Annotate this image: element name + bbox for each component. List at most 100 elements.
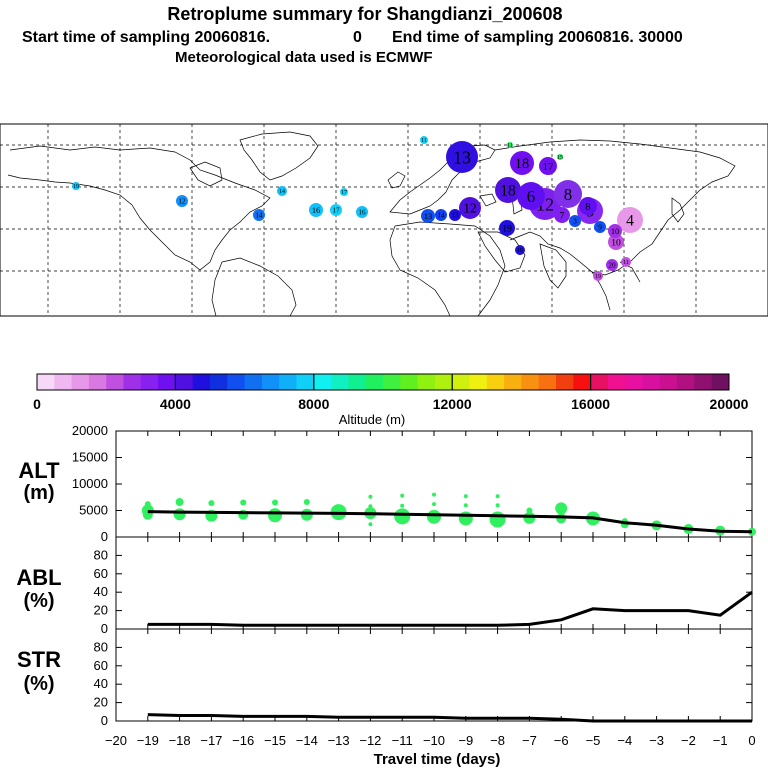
plume-marker — [517, 182, 545, 210]
x-tick-label: −7 — [522, 733, 537, 748]
plume-marker-label: 20 — [608, 262, 616, 270]
plume-marker — [499, 220, 515, 236]
plume-marker-label: 16 — [312, 206, 320, 215]
map-graticule — [0, 124, 768, 316]
colorbar-cell — [261, 374, 280, 390]
y-tick-label: 60 — [94, 566, 108, 581]
plume-marker-label: 10 — [611, 227, 619, 236]
plume-marker — [253, 209, 265, 221]
plume-marker — [510, 151, 534, 175]
plume-marker-label: 8 — [585, 201, 590, 213]
plume-marker — [309, 203, 323, 217]
altitude-particle — [368, 494, 373, 499]
plume-marker-label: 13 — [424, 212, 432, 221]
y-tick-label: 20 — [94, 695, 108, 710]
altitude-particle — [463, 503, 468, 508]
altitude-particle — [463, 494, 468, 499]
altitude-particle — [272, 499, 278, 506]
x-tick-label: −18 — [169, 733, 191, 748]
colorbar-cell — [556, 374, 574, 390]
plume-marker — [340, 188, 348, 196]
plume-marker — [421, 209, 435, 223]
altitude-particle — [240, 499, 247, 506]
colorbar-cell — [400, 374, 419, 390]
plume-marker — [617, 207, 643, 233]
plume-marker-label: 16 — [358, 209, 366, 217]
altitude-particle — [268, 508, 282, 523]
colorbar-cell — [227, 374, 246, 390]
altitude-particle — [394, 508, 411, 525]
altitude-particle — [489, 511, 506, 528]
colorbar-cell — [365, 374, 384, 390]
colorbar-cell — [521, 374, 540, 390]
altitude-particle — [303, 499, 310, 506]
plume-marker — [356, 206, 368, 218]
map-frame — [0, 123, 768, 317]
colorbar-frame — [36, 373, 730, 391]
plume-marker-label: 7 — [560, 210, 565, 221]
plume-marker-label: 19 — [502, 223, 512, 234]
colorbar-cell — [504, 374, 522, 390]
plume-marker — [176, 195, 188, 207]
y-tick-label: 40 — [94, 584, 108, 599]
panel-unit-alt: (m) — [23, 482, 54, 504]
altitude-particle — [400, 493, 405, 498]
colorbar-cell — [694, 374, 713, 390]
altitude-particle — [175, 498, 184, 507]
plume-marker-label: 11 — [507, 143, 513, 149]
x-axis: Travel time (days) −20 −19 −18 −17 −16 −15 −14… — [105, 733, 756, 768]
plume-markers: 11 13 18 17 11 15 16 17 14 13 16 17 19 12 18 14 13 14 12 19… — [72, 136, 643, 281]
x-tick-label: −8 — [490, 733, 505, 748]
plume-marker — [621, 257, 631, 267]
colorbar-cell — [175, 374, 194, 390]
x-tick-label: −2 — [681, 733, 696, 748]
panel-str: 0 20 40 60 80 STR(%) — [17, 628, 753, 728]
plume-marker — [435, 209, 447, 221]
altitude-particle — [495, 503, 500, 508]
plume-marker — [569, 215, 581, 227]
altitude-particle — [555, 502, 568, 515]
x-tick-label: −17 — [200, 733, 222, 748]
plume-marker-label: 18 — [515, 156, 529, 172]
altitude-particle — [526, 507, 533, 514]
plume-marker — [557, 154, 563, 160]
x-tick-label: 0 — [748, 733, 755, 748]
plume-marker-label: 14 — [279, 189, 285, 195]
colorbar-cell — [711, 374, 730, 390]
plume-marker-label: 14 — [437, 212, 445, 220]
y-tick-label: 80 — [94, 639, 108, 654]
plume-marker — [495, 177, 521, 203]
plume-marker — [72, 182, 80, 190]
colorbar-cell — [607, 374, 626, 390]
panel-label-abl: ABL — [16, 565, 61, 590]
colorbar-label: Altitude (m) — [339, 412, 405, 427]
colorbar-cell — [590, 374, 609, 390]
plume-marker-label: 12 — [463, 201, 476, 216]
series-line-abl — [147, 590, 753, 627]
colorbar-cell — [573, 374, 592, 390]
altitude-particle — [495, 494, 500, 499]
plume-marker-label: 17 — [341, 190, 347, 196]
plume-marker-label: 10 — [611, 237, 621, 248]
plume-marker — [593, 271, 603, 281]
plume-marker-label: 11 — [623, 260, 629, 266]
colorbar-cell — [313, 374, 332, 390]
plume-marker — [539, 157, 557, 175]
altitude-particle — [368, 522, 373, 527]
x-tick-label: −3 — [649, 733, 664, 748]
colorbar-cell — [106, 374, 124, 390]
plume-marker-label: 4 — [626, 212, 634, 229]
met-data-label: Meteorological data used is ECMWF — [175, 49, 433, 66]
panel-alt: 0 5000 10000 15000 20000 ALT(m) — [18, 423, 756, 544]
plume-marker-label: 19 — [595, 274, 601, 280]
plume-marker-label: 8 — [564, 185, 572, 204]
colorbar-cell — [677, 374, 695, 390]
colorbar-tick-label: 20000 — [710, 396, 749, 412]
colorbar-cell — [244, 374, 263, 390]
y-tick-label: 5000 — [79, 503, 108, 518]
world-map: 11 13 18 17 11 15 16 17 14 13 16 17 19 12 18 14 13 14 12 19… — [0, 123, 768, 317]
colorbar-cell — [538, 374, 557, 390]
x-tick-label: −12 — [359, 733, 381, 748]
end-time-label: End time of sampling 20060816. 30000 — [392, 29, 683, 46]
plume-marker-label: 13 — [453, 147, 471, 167]
